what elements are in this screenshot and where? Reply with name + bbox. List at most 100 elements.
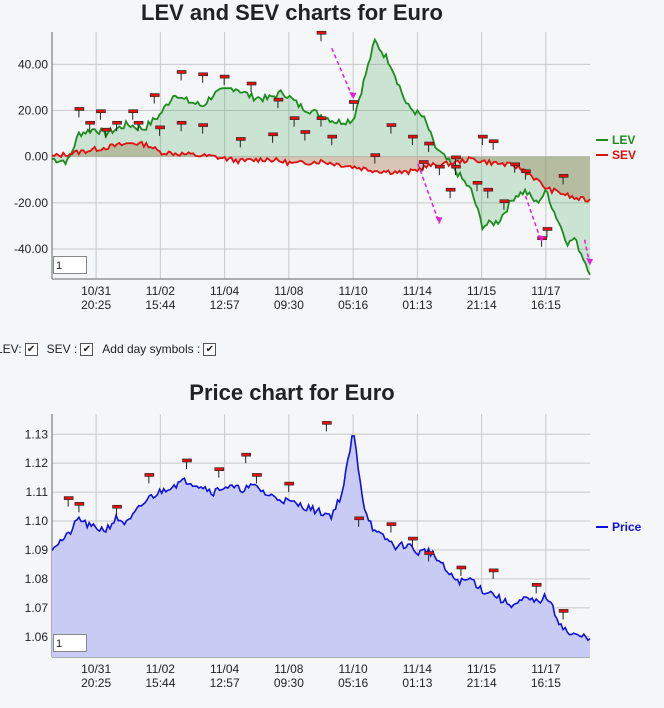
lev-day-marker xyxy=(386,123,397,127)
lev-x-tick-date: 11/02 xyxy=(146,284,175,298)
price-day-marker xyxy=(214,467,225,471)
price-x-tick-date: 11/15 xyxy=(467,662,496,676)
sev-day-marker xyxy=(451,155,461,160)
price-day-marker xyxy=(144,473,155,477)
drop-arrow-head xyxy=(537,235,545,243)
price-day-marker xyxy=(354,516,364,521)
lev-y-tick-label: 20.00 xyxy=(18,103,48,117)
price-y-tick-label: 1.11 xyxy=(26,485,49,499)
price-day-marker xyxy=(424,551,434,555)
price-x-tick-date: 11/14 xyxy=(403,662,432,676)
lev-y-tick-label: -20.00 xyxy=(14,196,48,210)
lev-day-marker xyxy=(435,164,445,169)
lev-y-tick-label: 0.00 xyxy=(25,150,49,164)
lev-day-marker xyxy=(246,81,257,86)
price-day-marker xyxy=(63,496,74,500)
lev-checkbox-label: LEV: xyxy=(0,342,22,356)
lev-day-marker xyxy=(112,120,122,125)
lev-sev-zoom-input[interactable]: 1 xyxy=(53,256,87,274)
price-zoom-input[interactable]: 1 xyxy=(53,634,87,652)
lev-x-tick-date: 11/04 xyxy=(210,284,239,298)
lev-x-tick-date: 11/08 xyxy=(274,284,303,298)
price-chart[interactable]: 1.13 1.12 1.11 1.10 1.09 1.08 1.07 1.06 10/3120:… xyxy=(0,404,664,704)
price-x-tick-time: 15:44 xyxy=(145,676,175,690)
lev-x-tick-time: 01:13 xyxy=(402,298,432,312)
price-day-marker xyxy=(531,583,542,587)
price-x-tick-time: 21:14 xyxy=(467,676,497,690)
price-day-marker xyxy=(241,452,251,457)
lev-x-tick-time: 16:15 xyxy=(531,298,561,312)
price-day-marker xyxy=(488,568,499,573)
price-y-tick-label: 1.08 xyxy=(25,572,49,586)
price-legend-label: Price xyxy=(612,520,642,534)
lev-x-tick-time: 21:14 xyxy=(467,298,497,312)
drop-arrow xyxy=(331,47,354,100)
price-x-tick-date: 11/02 xyxy=(146,662,175,676)
price-y-tick-label: 1.10 xyxy=(25,514,49,528)
sev-day-marker xyxy=(198,123,208,127)
lev-checkbox[interactable]: ✔ xyxy=(24,342,38,356)
sev-day-marker xyxy=(558,174,569,178)
lev-x-tick-time: 15:44 xyxy=(145,298,175,312)
price-day-marker xyxy=(112,504,122,509)
price-day-marker xyxy=(322,421,332,425)
lev-plot-area xyxy=(52,32,590,279)
sev-day-marker xyxy=(488,139,499,144)
price-x-tick-time: 05:16 xyxy=(338,676,368,690)
price-day-marker xyxy=(284,481,295,486)
lev-day-marker xyxy=(472,180,483,185)
lev-day-marker xyxy=(176,70,187,74)
sev-day-marker xyxy=(155,125,165,130)
sev-day-marker xyxy=(370,153,381,157)
drop-arrow-head xyxy=(435,216,443,224)
lev-day-marker xyxy=(74,107,85,111)
price-day-marker xyxy=(386,522,397,526)
drop-arrow-head xyxy=(586,258,593,266)
price-x-tick-date: 10/31 xyxy=(81,662,111,676)
sev-day-marker xyxy=(418,160,429,164)
price-day-marker xyxy=(408,536,418,541)
price-x-tick-date: 11/17 xyxy=(531,662,560,676)
lev-y-tick-label: 40.00 xyxy=(18,57,48,71)
day-symbols-checkbox[interactable]: ✔ xyxy=(203,342,217,356)
price-day-marker xyxy=(74,502,85,506)
lev-day-marker xyxy=(424,141,434,146)
price-y-tick-label: 1.09 xyxy=(25,543,49,557)
lev-day-marker xyxy=(96,109,106,114)
lev-legend-label: LEV xyxy=(612,133,635,147)
sev-day-marker xyxy=(521,169,531,174)
sev-checkbox[interactable]: ✔ xyxy=(80,342,94,356)
price-x-tick-date: 11/10 xyxy=(339,662,368,676)
lev-day-marker xyxy=(128,109,138,114)
price-x-tick-time: 09:30 xyxy=(274,676,304,690)
chart-controls: LEV: ✔ SEV : ✔ Add day symbols : ✔ xyxy=(0,342,222,356)
lev-sev-chart-title: LEV and SEV charts for Euro xyxy=(141,0,443,25)
lev-x-tick-time: 12:57 xyxy=(210,298,240,312)
lev-day-marker xyxy=(273,97,284,102)
lev-series-line xyxy=(51,37,591,276)
price-x-tick-time: 01:13 xyxy=(402,676,432,690)
lev-x-tick-date: 11/15 xyxy=(467,284,496,298)
lev-day-marker xyxy=(499,199,510,204)
lev-day-marker xyxy=(445,187,456,192)
sev-day-marker xyxy=(478,134,488,139)
drop-arrow-head xyxy=(349,91,357,99)
price-y-tick-label: 1.07 xyxy=(25,601,49,615)
lev-day-marker xyxy=(198,72,208,77)
price-x-tick-time: 20:25 xyxy=(81,676,111,690)
sev-day-marker xyxy=(268,132,278,137)
price-y-tick-label: 1.12 xyxy=(25,456,49,470)
lev-x-tick-date: 11/17 xyxy=(531,284,560,298)
lev-day-marker xyxy=(85,120,95,125)
sev-day-marker xyxy=(236,137,246,141)
sev-legend-label: SEV xyxy=(612,148,636,162)
lev-day-marker xyxy=(149,93,160,97)
lev-x-tick-time: 20:25 xyxy=(81,298,111,312)
price-y-tick-label: 1.13 xyxy=(25,427,49,441)
price-day-marker xyxy=(252,473,262,477)
sev-day-marker xyxy=(510,162,520,167)
price-x-tick-time: 12:57 xyxy=(210,676,240,690)
sev-day-marker xyxy=(176,120,187,125)
lev-day-marker xyxy=(219,74,230,79)
